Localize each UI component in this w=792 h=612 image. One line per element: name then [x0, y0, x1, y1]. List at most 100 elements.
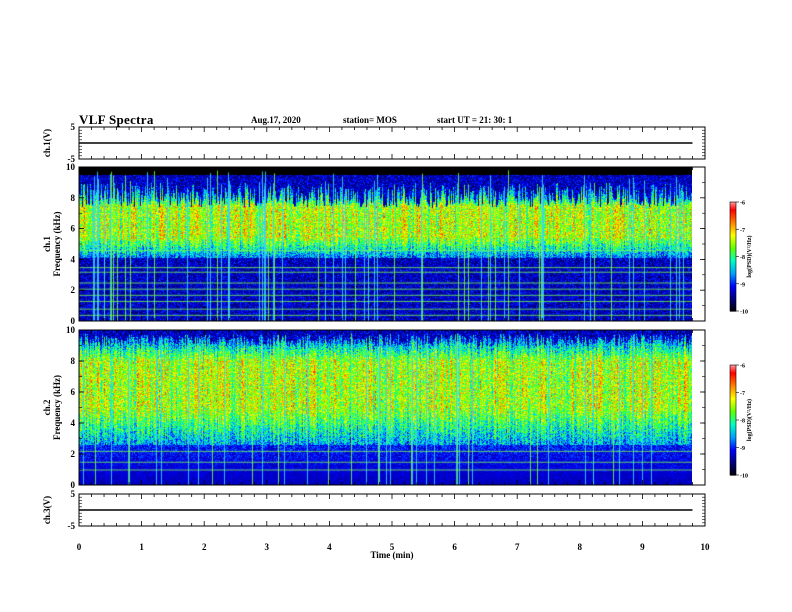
colorbar-cell: [730, 416, 736, 419]
y-axis-label: ch.1(V): [42, 129, 52, 157]
y-tick-label: 6: [71, 224, 76, 234]
colorbar-cell: [730, 451, 736, 454]
colorbar-cell: [730, 445, 736, 449]
colorbar-cell: [730, 243, 736, 247]
colorbar-cell: [730, 379, 736, 383]
colorbar-cell: [730, 214, 736, 218]
colorbar-cell: [730, 254, 736, 258]
colorbar-cell: [730, 247, 736, 250]
y-tick-label: -5: [68, 521, 76, 531]
colorbar-cell: [730, 263, 736, 267]
x-tick-label: 7: [515, 542, 520, 552]
colorbar-cell: [730, 370, 736, 373]
colorbar-cell: [730, 440, 736, 443]
colorbar-cell: [730, 442, 736, 445]
colorbar-cell: [730, 401, 736, 405]
colorbar-cell: [730, 216, 736, 219]
colorbar-cell: [730, 392, 736, 395]
colorbar-cell: [730, 447, 736, 450]
y-axis-label: Frequency (kHz): [52, 211, 62, 276]
colorbar-cell: [730, 291, 736, 294]
x-axis: 0 1 2 3 4 5 6 7 8 9 10 Time (min): [77, 542, 710, 560]
y-tick-label: 0: [71, 316, 76, 326]
colorbar-cell: [730, 383, 736, 386]
colorbar-tick-label: -7: [740, 228, 745, 234]
ylabel-3: ch.3(V): [42, 496, 52, 524]
colorbar-cell: [730, 271, 736, 274]
colorbar-tick-label: -9: [740, 282, 745, 288]
colorbar-tick-label: -6: [740, 364, 745, 370]
x-tick-label: 1: [139, 542, 144, 552]
colorbar-cell: [730, 398, 736, 401]
colorbar-cell: [730, 212, 736, 216]
colorbar-cell: [730, 234, 736, 238]
colorbar-cell: [730, 241, 736, 245]
colorbar-cell: [730, 249, 736, 252]
ylabel-0: ch.1(V): [42, 129, 52, 157]
colorbar-cell: [730, 221, 736, 225]
colorbar-cell: [730, 272, 736, 276]
x-axis-label: Time (min): [370, 550, 413, 560]
colorbar-cell: [730, 374, 736, 377]
colorbar-cell: [730, 418, 736, 421]
colorbar-cell: [730, 436, 736, 439]
colorbar-cell: [730, 276, 736, 279]
x-tick-label: 5: [390, 542, 395, 552]
colorbar-cell: [730, 377, 736, 381]
colorbar-cell: [730, 236, 736, 239]
y-tick-label: -5: [68, 154, 76, 164]
y-tick-label: 4: [71, 418, 76, 428]
colorbar-cell: [730, 203, 736, 207]
colorbar-cell: [730, 365, 736, 368]
colorbar-tick-label: -8: [740, 255, 745, 261]
colorbar-cell: [730, 434, 736, 438]
colorbar-cell: [730, 281, 736, 285]
colorbar-cell: [730, 307, 736, 310]
colorbar-cell: [730, 412, 736, 416]
y-tick-label: 5: [71, 489, 76, 499]
colorbar-cell: [730, 292, 736, 296]
colorbar-label: log(PSD)(V²/Hz): [746, 399, 753, 441]
colorbar-cell: [730, 454, 736, 458]
y-tick-label: 10: [66, 162, 76, 172]
colorbar-cell: [730, 202, 736, 205]
y-axis-label: ch.1: [42, 236, 52, 252]
x-tick-label: 0: [77, 542, 82, 552]
colorbar-cell: [730, 456, 736, 460]
x-tick-label: 3: [265, 542, 270, 552]
colorbar-cell: [730, 425, 736, 428]
colorbar-cell: [730, 420, 736, 423]
colorbar-cell: [730, 225, 736, 229]
spectrogram-canvas: [79, 167, 692, 321]
y-tick-label: 8: [71, 356, 76, 366]
colorbar-cell: [730, 399, 736, 403]
colorbar-cell: [730, 229, 736, 232]
y-tick-label: 2: [71, 285, 76, 295]
colorbar-cell: [730, 394, 736, 397]
colorbar-cell: [730, 240, 736, 243]
colorbar-cell: [730, 407, 736, 410]
colorbar-cell: [730, 309, 736, 312]
colorbar-cell: [730, 372, 736, 375]
colorbar-cell: [730, 409, 736, 412]
colorbar-cell: [730, 296, 736, 299]
colorbar-cell: [730, 287, 736, 290]
colorbar-cell: [730, 258, 736, 261]
colorbar-cell: [730, 366, 736, 370]
colorbar-2: -6 -7 -8 -9 -10 log(PSD)(V²/Hz): [729, 364, 753, 480]
colorbar-cell: [730, 421, 736, 425]
colorbar-cell: [730, 432, 736, 436]
colorbar-cell: [730, 232, 736, 236]
colorbar-cell: [730, 438, 736, 441]
colorbar-tick-label: -10: [740, 474, 748, 480]
spectrogram-1: [79, 167, 692, 321]
x-tick-label: 10: [701, 542, 711, 552]
colorbar-cell: [730, 376, 736, 379]
colorbar-cell: [730, 294, 736, 298]
date-label: Aug.17, 2020: [251, 115, 301, 125]
y-ticks: 5 -5: [68, 122, 705, 164]
x-ticks: [78, 167, 706, 321]
colorbar-cell: [730, 285, 736, 288]
y-tick-label: 5: [71, 122, 76, 132]
